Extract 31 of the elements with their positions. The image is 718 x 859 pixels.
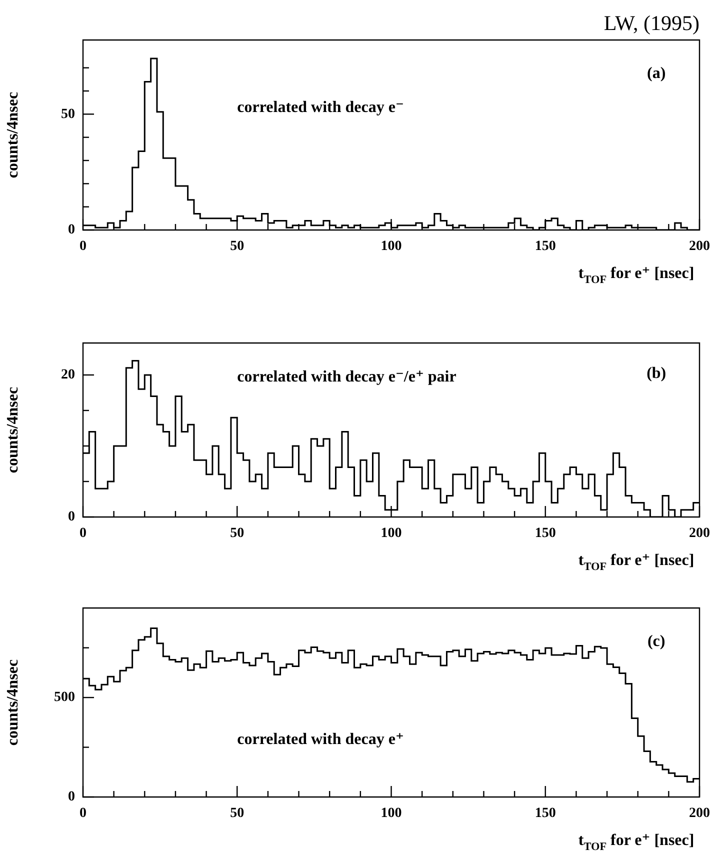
annotation: correlated with decay e⁻: [237, 99, 404, 116]
x-tick-label: 200: [689, 239, 710, 254]
x-tick-label: 100: [380, 526, 402, 542]
x-tick-label: 100: [380, 806, 402, 822]
y-tick-label: 0: [68, 790, 75, 805]
y-axis-title: counts/4nsec: [4, 92, 22, 178]
y-axis-title: counts/4nsec: [4, 386, 22, 474]
x-tick-label: 200: [689, 526, 710, 542]
annotation: (b): [646, 364, 666, 382]
x-tick-label: 50: [230, 806, 244, 822]
annotation: (c): [647, 632, 666, 650]
x-tick-label: 50: [230, 239, 244, 254]
x-tick-label: 0: [80, 806, 86, 822]
chart-title: LW, (1995): [604, 11, 700, 35]
x-tick-label: 150: [534, 806, 556, 822]
annotation: correlated with decay e⁺: [237, 731, 404, 748]
x-tick-label: 0: [80, 526, 86, 542]
y-axis-title: counts/4nsec: [4, 659, 22, 746]
annotation: correlated with decay e⁻/e⁺ pair: [237, 368, 456, 386]
x-tick-label: 200: [689, 806, 710, 822]
y-tick-label: 50: [61, 106, 75, 122]
y-tick-label: 20: [61, 368, 75, 383]
x-tick-label: 50: [230, 526, 244, 542]
y-tick-label: 500: [54, 690, 75, 706]
x-tick-label: 150: [534, 239, 556, 254]
x-tick-label: 0: [80, 239, 86, 254]
x-tick-label: 100: [380, 239, 402, 254]
annotation: (a): [647, 65, 666, 82]
x-tick-label: 150: [534, 526, 556, 542]
y-tick-label: 0: [68, 510, 75, 525]
y-tick-label: 0: [68, 222, 75, 238]
